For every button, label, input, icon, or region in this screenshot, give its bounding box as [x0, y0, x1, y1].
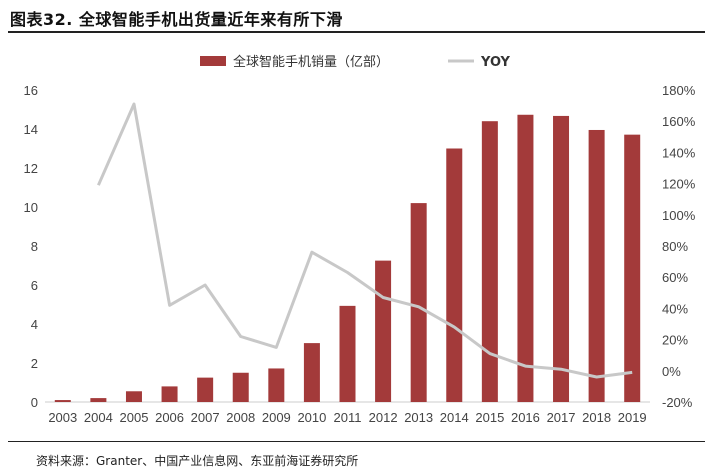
y-right-tick-label: 40% — [662, 301, 688, 316]
x-tick-label: 2005 — [120, 410, 149, 425]
y-right-tick-label: 160% — [662, 114, 696, 129]
x-tick-label: 2015 — [475, 410, 504, 425]
x-tick-label: 2010 — [297, 410, 326, 425]
y-left-tick-label: 8 — [31, 239, 38, 254]
bar — [268, 368, 285, 402]
y-left-tick-label: 10 — [24, 200, 38, 215]
y-left-tick-label: 14 — [24, 122, 38, 137]
bar — [553, 115, 570, 402]
x-tick-label: 2017 — [547, 410, 576, 425]
bar — [54, 400, 71, 402]
x-tick-label: 2007 — [191, 410, 220, 425]
x-tick-label: 2008 — [226, 410, 255, 425]
title-rule — [8, 31, 705, 33]
x-tick-label: 2016 — [511, 410, 540, 425]
chart: 0 2 4 6 8 10 12 14 16 -20% 0% 20% 40% 60% 80% 100% 120% 1… — [24, 54, 696, 425]
bar — [197, 377, 214, 402]
x-tick-label: 2011 — [334, 410, 362, 425]
x-tick-label: 2013 — [404, 410, 433, 425]
x-tick-label: 2009 — [262, 410, 291, 425]
legend-label-bar: 全球智能手机销量（亿部） — [233, 54, 389, 70]
y-left-tick-label: 4 — [31, 317, 38, 332]
y-right-tick-label: 60% — [662, 270, 688, 285]
y-left-tick-label: 0 — [31, 395, 38, 410]
x-tick-label: 2018 — [582, 410, 611, 425]
y-right-tick-label: 0% — [662, 364, 681, 379]
legend-label-line: YOY — [480, 55, 511, 70]
x-tick-label: 2006 — [155, 410, 184, 425]
x-tick-label: 2012 — [369, 410, 398, 425]
bar — [410, 203, 427, 402]
y-left-tick-label: 16 — [24, 83, 38, 98]
bar — [375, 260, 392, 402]
y-left-tick-label: 2 — [31, 356, 38, 371]
bar — [339, 305, 356, 402]
source-rule — [8, 441, 705, 442]
bar — [161, 386, 178, 402]
x-tick-label: 2004 — [84, 410, 113, 425]
yoy-line — [97, 102, 633, 379]
x-tick-label: 2014 — [440, 410, 469, 425]
bar — [125, 391, 142, 402]
bar — [446, 148, 463, 402]
bar — [517, 114, 534, 402]
bar — [481, 121, 498, 402]
x-tick-label: 2003 — [48, 410, 77, 425]
y-right-tick-label: -20% — [662, 395, 693, 410]
y-right-tick-label: 20% — [662, 333, 688, 348]
y-right-tick-label: 180% — [662, 83, 696, 98]
bar — [303, 343, 320, 402]
y-right-tick-label: 140% — [662, 145, 696, 160]
bar — [588, 129, 605, 402]
source-note: 资料来源：Granter、中国产业信息网、东亚前海证券研究所 — [36, 454, 359, 468]
y-left-tick-label: 6 — [31, 278, 38, 293]
bar — [624, 134, 641, 402]
bar — [90, 398, 107, 402]
legend-swatch-bar — [200, 56, 226, 66]
y-right-tick-label: 120% — [662, 177, 696, 192]
y-right-tick-label: 80% — [662, 239, 688, 254]
x-tick-label: 2019 — [618, 410, 647, 425]
y-left-tick-label: 12 — [24, 161, 38, 176]
bar — [232, 372, 249, 402]
y-right-tick-label: 100% — [662, 208, 696, 223]
figure-title: 图表32. 全球智能手机出货量近年来有所下滑 — [10, 10, 343, 29]
